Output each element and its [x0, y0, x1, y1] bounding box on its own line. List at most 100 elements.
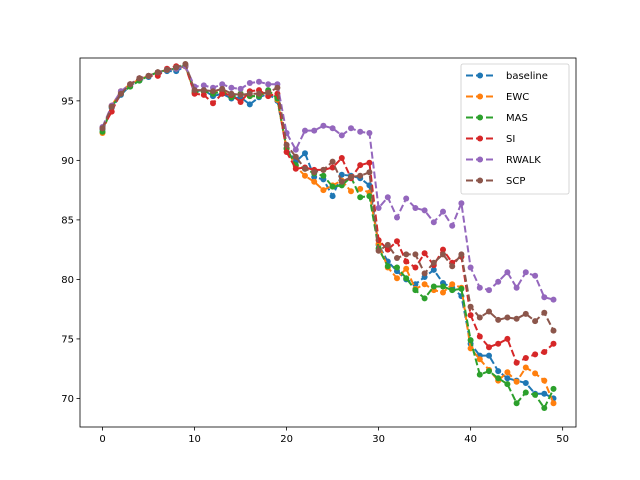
data-point: [219, 90, 226, 97]
data-point: [302, 127, 308, 134]
data-point: [449, 281, 456, 288]
data-point: [467, 264, 474, 271]
data-point: [522, 355, 529, 361]
data-point: [532, 272, 539, 279]
data-point: [246, 80, 253, 86]
data-point: [513, 284, 520, 291]
data-point: [99, 125, 106, 132]
data-point: [403, 258, 410, 265]
data-point: [504, 369, 511, 376]
x-tick-label: 0: [99, 434, 105, 445]
data-point: [486, 352, 492, 359]
data-point: [412, 251, 419, 258]
data-point: [495, 368, 502, 375]
legend-box: [460, 63, 570, 195]
x-tick-label: 20: [280, 434, 293, 445]
data-point: [182, 61, 189, 67]
data-point: [265, 89, 272, 96]
data-point: [458, 285, 465, 292]
data-point: [302, 150, 308, 157]
legend-label: RWALK: [506, 155, 541, 166]
data-point: [265, 81, 272, 88]
data-point: [550, 296, 557, 303]
data-point: [394, 264, 400, 271]
data-point: [550, 327, 557, 334]
data-point: [513, 359, 520, 366]
data-point: [320, 172, 327, 179]
data-point: [476, 314, 483, 321]
data-point: [541, 390, 548, 397]
data-point: [513, 315, 520, 322]
data-point: [495, 278, 502, 285]
x-axis: 0 10 20 30 40 50: [99, 427, 569, 445]
y-tick-label: 90: [61, 156, 74, 167]
data-point: [329, 125, 336, 132]
data-point: [311, 127, 318, 134]
data-point: [532, 391, 539, 398]
data-point: [532, 370, 539, 377]
data-point: [495, 340, 502, 347]
data-point: [338, 132, 345, 139]
data-point: [541, 377, 548, 384]
data-point: [476, 284, 483, 291]
data-point: [164, 66, 170, 73]
data-point: [532, 318, 539, 325]
y-tick-label: 80: [61, 275, 74, 286]
legend-marker: [477, 156, 483, 163]
data-point: [458, 251, 465, 258]
data-point: [440, 283, 446, 290]
data-point: [476, 356, 483, 363]
data-point: [348, 125, 354, 132]
data-point: [283, 141, 290, 148]
data-point: [421, 270, 428, 277]
data-point: [357, 172, 364, 179]
data-point: [366, 130, 373, 136]
data-point: [384, 241, 391, 248]
x-tick-label: 50: [556, 434, 569, 445]
data-point: [440, 208, 446, 215]
data-point: [486, 368, 492, 375]
data-point: [550, 340, 557, 347]
data-point: [541, 309, 548, 316]
data-point: [302, 165, 308, 172]
legend-item-SCP: SCP: [466, 176, 525, 187]
legend-item-RWALK: RWALK: [466, 155, 541, 166]
data-point: [357, 162, 364, 169]
data-point: [256, 90, 262, 97]
data-point: [219, 85, 226, 92]
legend: baseline EWC MAS SI RWALK SCP: [460, 63, 570, 195]
data-point: [541, 349, 548, 355]
data-point: [329, 193, 336, 200]
data-point: [108, 108, 115, 115]
legend-label: SCP: [506, 176, 525, 187]
y-tick-label: 75: [61, 334, 74, 345]
data-point: [403, 195, 410, 202]
data-point: [394, 275, 400, 282]
data-point: [421, 281, 428, 288]
legend-label: MAS: [506, 113, 528, 124]
legend-label: SI: [506, 134, 515, 145]
data-point: [522, 310, 529, 317]
data-point: [366, 159, 373, 166]
data-point: [219, 81, 226, 88]
data-point: [210, 100, 216, 107]
data-point: [421, 207, 428, 214]
data-point: [329, 183, 336, 190]
x-tick-label: 30: [372, 434, 385, 445]
y-tick-label: 95: [61, 96, 74, 107]
plot-frame: [79, 57, 577, 428]
data-point: [440, 246, 446, 253]
data-point: [329, 164, 336, 171]
series-layer: [99, 61, 557, 411]
data-point: [449, 287, 456, 294]
data-point: [522, 389, 529, 396]
data-point: [504, 335, 511, 342]
legend-marker: [477, 93, 483, 100]
data-point: [384, 263, 391, 270]
data-point: [274, 84, 281, 91]
data-point: [136, 75, 143, 82]
legend-item-SI: SI: [466, 134, 515, 145]
data-point: [486, 308, 492, 315]
data-point: [522, 364, 529, 371]
